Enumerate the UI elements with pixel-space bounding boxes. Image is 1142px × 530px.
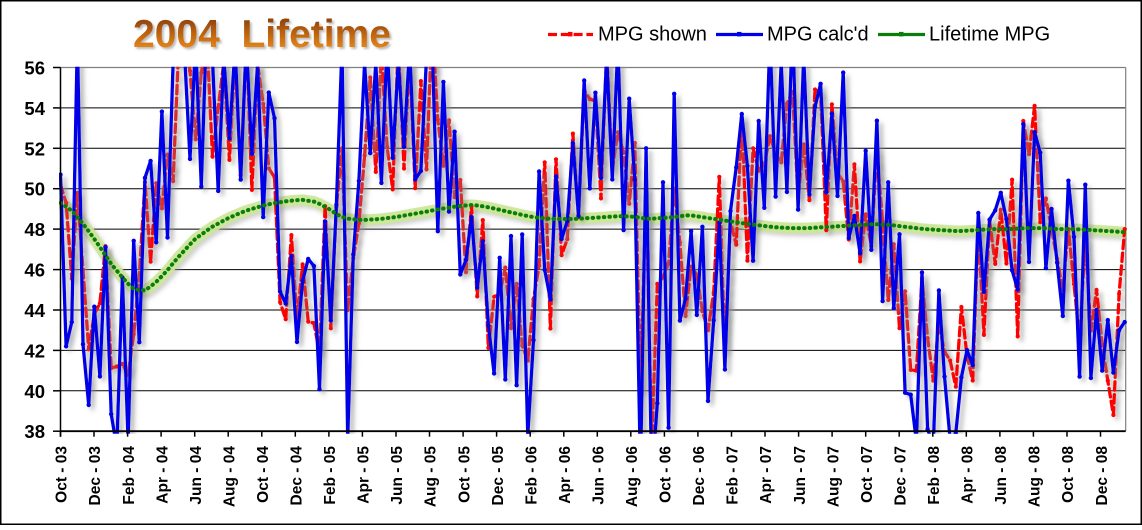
svg-text:Apr - 05: Apr - 05 — [356, 446, 373, 504]
svg-text:56: 56 — [24, 58, 45, 79]
svg-text:Oct - 06: Oct - 06 — [658, 446, 675, 503]
svg-text:MPG calc'd: MPG calc'd — [767, 24, 869, 46]
svg-text:Oct - 07: Oct - 07 — [859, 446, 876, 503]
svg-text:Apr - 04: Apr - 04 — [154, 446, 171, 504]
svg-text:Apr - 07: Apr - 07 — [758, 446, 775, 504]
svg-text:Feb - 05: Feb - 05 — [322, 446, 339, 505]
svg-text:Dec - 07: Dec - 07 — [892, 446, 909, 505]
svg-text:Jun - 06: Jun - 06 — [591, 446, 608, 505]
svg-text:54: 54 — [24, 98, 45, 119]
svg-text:Aug - 05: Aug - 05 — [423, 446, 440, 508]
svg-text:Oct - 04: Oct - 04 — [255, 446, 272, 503]
svg-text:Jun - 04: Jun - 04 — [188, 446, 205, 505]
svg-text:48: 48 — [24, 219, 45, 240]
svg-text:40: 40 — [24, 381, 45, 402]
svg-text:Oct - 03: Oct - 03 — [54, 446, 71, 503]
svg-text:Oct - 05: Oct - 05 — [456, 446, 473, 503]
svg-text:Jun - 08: Jun - 08 — [993, 446, 1010, 505]
svg-text:Aug - 06: Aug - 06 — [624, 446, 641, 508]
svg-text:Dec - 06: Dec - 06 — [691, 446, 708, 506]
svg-text:42: 42 — [24, 340, 45, 361]
svg-text:Aug - 07: Aug - 07 — [825, 446, 842, 507]
svg-text:MPG shown: MPG shown — [598, 24, 707, 46]
svg-text:Jun - 05: Jun - 05 — [389, 446, 406, 505]
svg-text:44: 44 — [24, 300, 45, 321]
svg-text:Feb - 08: Feb - 08 — [926, 446, 943, 505]
svg-text:46: 46 — [24, 260, 45, 281]
svg-text:2004 Lifetime: 2004 Lifetime — [133, 13, 391, 56]
svg-text:Jun - 07: Jun - 07 — [792, 446, 809, 505]
svg-text:38: 38 — [24, 421, 45, 442]
svg-text:Dec - 04: Dec - 04 — [289, 446, 306, 506]
svg-text:Apr - 06: Apr - 06 — [557, 446, 574, 504]
svg-text:Feb - 06: Feb - 06 — [523, 446, 540, 505]
svg-text:Oct - 08: Oct - 08 — [1060, 446, 1077, 503]
svg-text:Aug - 04: Aug - 04 — [221, 446, 238, 508]
svg-text:Feb - 04: Feb - 04 — [121, 446, 138, 505]
svg-text:Aug - 08: Aug - 08 — [1027, 446, 1044, 508]
svg-text:Dec - 03: Dec - 03 — [87, 446, 104, 506]
svg-text:50: 50 — [24, 179, 45, 200]
svg-text:52: 52 — [24, 138, 45, 159]
svg-text:Dec - 05: Dec - 05 — [490, 446, 507, 506]
svg-text:Dec - 08: Dec - 08 — [1094, 446, 1111, 506]
svg-text:Apr - 08: Apr - 08 — [960, 446, 977, 504]
svg-text:Lifetime MPG: Lifetime MPG — [929, 24, 1050, 46]
svg-text:Feb - 07: Feb - 07 — [725, 446, 742, 505]
